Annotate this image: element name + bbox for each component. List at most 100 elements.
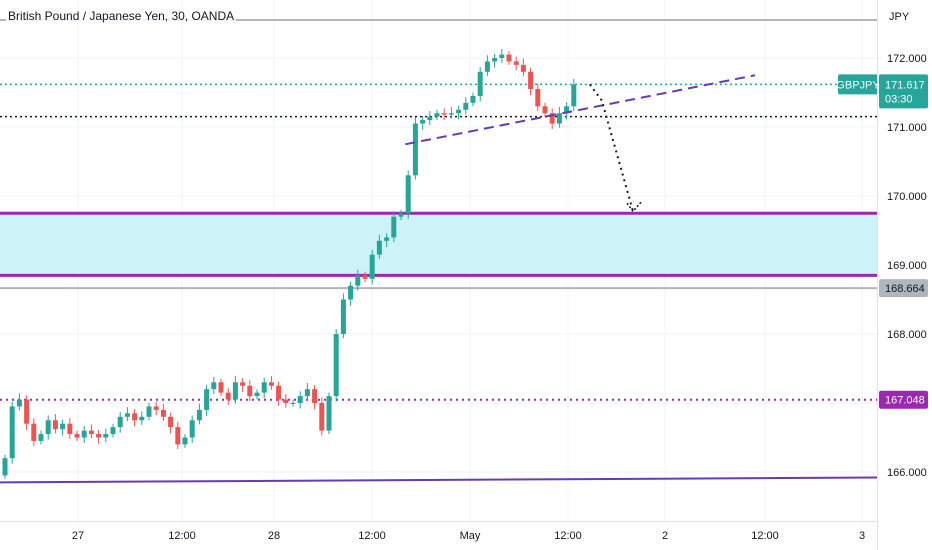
candle-body [9, 406, 15, 459]
candle-body [240, 382, 246, 386]
candle-body [132, 413, 138, 421]
candle-body [196, 409, 202, 421]
candle-body [420, 120, 426, 124]
candle-body [182, 437, 188, 445]
candle-body [312, 389, 318, 403]
candle-body [139, 416, 145, 421]
candle-body [470, 95, 476, 103]
candle-body [499, 54, 505, 58]
candle-body [405, 175, 411, 214]
candle-body [153, 406, 159, 410]
candle-body [261, 382, 267, 393]
candlestick-series [2, 49, 577, 479]
time-tick-label: 27 [72, 530, 84, 542]
price-tags: GBPJPY 171.617 03:30 168.664 167.048 [836, 74, 928, 409]
time-tick-label: 12:00 [168, 530, 196, 542]
symbol-tag [838, 74, 878, 95]
candle-body [218, 382, 224, 393]
projection-arrowhead [626, 201, 642, 213]
price-tick-label: 166.000 [887, 467, 927, 479]
candle-body [110, 427, 116, 435]
candle-body [484, 61, 490, 72]
symbol-tag-label: GBPJPY [836, 79, 880, 91]
candle-body [506, 54, 512, 62]
demand-zone [0, 213, 877, 276]
drawing-tools-layer [0, 74, 878, 484]
candle-body [571, 84, 577, 107]
candle-body [434, 113, 440, 117]
candle-body [564, 106, 570, 114]
candle-body [254, 392, 260, 397]
candle-body [45, 420, 51, 435]
candle-body [52, 420, 58, 430]
candle-body [74, 434, 80, 438]
candle-body [391, 216, 397, 238]
candle-body [146, 406, 152, 417]
purple-level-value: 167.048 [885, 395, 925, 407]
candle-body [549, 113, 555, 124]
price-tick-label: 169.000 [887, 260, 927, 272]
candle-body [16, 399, 22, 407]
last-price-value: 171.617 [885, 79, 925, 91]
time-tick-label: 12:00 [554, 530, 582, 542]
candle-body [81, 430, 87, 438]
candle-body [427, 116, 433, 121]
time-tick-label: 28 [268, 530, 280, 542]
candle-body [376, 240, 382, 255]
candle-body [340, 299, 346, 334]
candle-body [319, 403, 325, 431]
time-tick-label: May [460, 530, 481, 542]
time-tick-label: 3 [859, 530, 865, 542]
last-price-tag [879, 74, 928, 109]
candle-body [355, 275, 361, 286]
candle-body [326, 396, 332, 431]
support-zone-layer [0, 211, 877, 277]
candle-body [492, 58, 498, 62]
time-tick-label: 12:00 [358, 530, 386, 542]
candle-body [103, 434, 109, 438]
bar-countdown: 03:30 [885, 93, 913, 105]
time-axis[interactable]: 27 12:00 28 12:00 May 12:00 2 12:00 3 [72, 530, 865, 542]
candle-body [117, 416, 123, 428]
candle-body [247, 385, 253, 397]
candle-body [448, 113, 454, 115]
candle-body [211, 382, 217, 390]
candle-body [160, 409, 166, 417]
candle-body [290, 403, 296, 404]
candle-body [189, 420, 195, 438]
candle-body [225, 392, 231, 400]
price-tick-label: 170.000 [887, 191, 927, 203]
long-term-trendline [0, 476, 878, 484]
candle-body [297, 396, 303, 403]
candle-body [276, 385, 282, 400]
candle-body [204, 389, 210, 410]
candle-body [67, 423, 73, 435]
price-tick-label: 172.000 [887, 53, 927, 65]
time-tick-label: 2 [662, 530, 668, 542]
candle-body [528, 71, 534, 90]
candle-body [398, 213, 404, 217]
candle-body [88, 430, 94, 435]
candle-body [384, 237, 390, 241]
price-tick-label: 171.000 [887, 122, 927, 134]
candle-body [348, 285, 354, 300]
candle-body [535, 89, 541, 107]
candle-body [24, 399, 30, 424]
candle-body [463, 102, 469, 110]
candle-body [268, 382, 274, 386]
candle-body [513, 61, 519, 65]
price-axis-divider [877, 0, 878, 550]
candle-body [175, 427, 181, 445]
currency-label: JPY [889, 11, 910, 23]
candle-body [369, 254, 375, 279]
candle-body [124, 413, 130, 417]
candle-body [232, 382, 238, 400]
candle-body [304, 389, 310, 397]
purple-level-tag [879, 390, 928, 409]
candle-body [362, 275, 368, 279]
candle-body [542, 106, 548, 114]
projection-arrow [588, 83, 634, 212]
gray-level-value: 168.664 [885, 283, 925, 295]
time-axis-divider [0, 521, 877, 522]
